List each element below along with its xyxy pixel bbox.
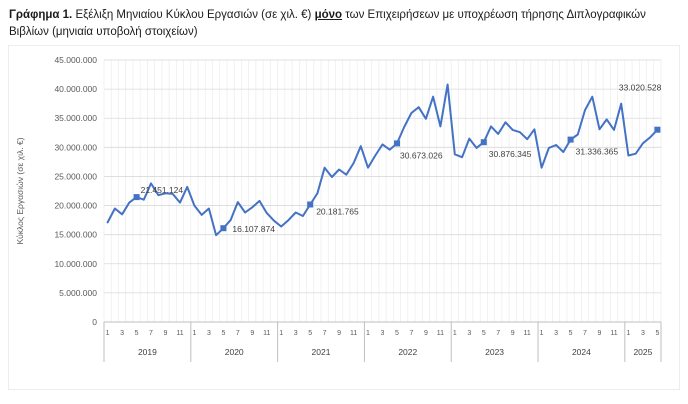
data-label: 30.673.026 (400, 150, 443, 160)
year-label: 2024 (572, 347, 591, 357)
month-tick-label: 1 (540, 330, 544, 337)
month-tick-label: 3 (467, 330, 471, 337)
y-tick-label: 30.000.000 (54, 142, 97, 152)
data-label: 30.876.345 (489, 149, 532, 159)
may-point-marker (480, 138, 487, 145)
month-tick-label: 1 (106, 330, 110, 337)
turnover-line (106, 83, 659, 236)
y-tick-label: 25.000.000 (54, 171, 97, 181)
month-tick-label: 11 (263, 330, 270, 337)
may-point-marker (654, 126, 661, 133)
month-tick-label: 11 (524, 330, 531, 337)
chart-title: Γράφημα 1. Εξέλιξη Μηνιαίου Κύκλου Εργασ… (0, 0, 687, 42)
month-tick-label: 3 (207, 330, 211, 337)
month-tick-label: 7 (496, 330, 500, 337)
chart-title-text-2: των Επιχειρήσεων με υποχρέωση τήρησης Δι… (9, 9, 646, 39)
data-label: 21.451.124 (141, 185, 184, 195)
month-tick-label: 11 (437, 330, 444, 337)
year-label: 2019 (138, 347, 157, 357)
y-tick-label: 5.000.000 (59, 287, 97, 297)
year-label: 2021 (312, 347, 331, 357)
month-tick-label: 7 (323, 330, 327, 337)
chart-title-prefix: Γράφημα 1. (9, 9, 73, 21)
may-point-marker (394, 139, 400, 146)
data-label: 20.181.765 (316, 206, 359, 216)
month-tick-label: 1 (279, 330, 283, 337)
chart-title-text-1: Εξέλιξη Μηνιαίου Κύκλου Εργασιών (σε χιλ… (72, 9, 315, 21)
month-tick-label: 5 (308, 330, 312, 337)
turnover-chart-svg: 0 5.000.000 10.000.000 15.000.000 20.000.000… (15, 55, 662, 362)
month-tick-label: 5 (395, 330, 399, 337)
chart-title-underlined-word: μόνο (314, 9, 343, 21)
y-tick-label: 0 (92, 317, 97, 327)
month-tick-label: 11 (176, 330, 183, 337)
month-tick-label: 11 (350, 330, 357, 337)
month-tick-label: 9 (511, 330, 515, 337)
month-tick-label: 5 (482, 330, 486, 337)
y-tick-label: 10.000.000 (54, 258, 97, 268)
month-tick-label: 7 (149, 330, 153, 337)
month-tick-label: 3 (381, 330, 385, 337)
month-tick-label: 7 (409, 330, 413, 337)
y-tick-label: 35.000.000 (54, 113, 97, 123)
month-tick-label: 3 (294, 330, 298, 337)
month-tick-label: 9 (250, 330, 254, 337)
month-tick-label: 5 (135, 330, 139, 337)
month-tick-label: 9 (337, 330, 341, 337)
month-tick-label: 9 (164, 330, 168, 337)
year-label: 2023 (485, 347, 504, 357)
data-label: 31.336.365 (576, 146, 619, 156)
y-axis-title: Κύκλος Εργασιών (σε χιλ. €) (15, 137, 25, 244)
y-tick-label: 20.000.000 (54, 200, 97, 210)
month-tick-label: 7 (236, 330, 240, 337)
may-point-marker (567, 136, 574, 143)
month-tick-label: 3 (641, 330, 645, 337)
y-tick-label: 45.000.000 (54, 55, 97, 65)
page: Γράφημα 1. Εξέλιξη Μηνιαίου Κύκλου Εργασ… (0, 0, 687, 390)
y-tick-label: 15.000.000 (54, 229, 97, 239)
month-tick-label: 1 (192, 330, 196, 337)
year-label: 2025 (633, 347, 652, 357)
month-tick-label: 1 (366, 330, 370, 337)
year-label: 2022 (398, 347, 417, 357)
may-point-marker (133, 193, 140, 200)
month-tick-label: 3 (120, 330, 124, 337)
month-tick-label: 1 (453, 330, 457, 337)
year-label: 2020 (225, 347, 244, 357)
month-tick-label: 1 (626, 330, 630, 337)
may-point-marker (220, 224, 227, 231)
data-label: 16.107.874 (232, 224, 275, 234)
month-tick-label: 5 (221, 330, 225, 337)
chart-frame: 0 5.000.000 10.000.000 15.000.000 20.000.000… (8, 44, 680, 390)
y-tick-label: 40.000.000 (54, 84, 97, 94)
month-tick-label: 5 (655, 330, 659, 337)
may-point-marker (307, 201, 314, 207)
data-label: 33.020.528 (619, 82, 662, 92)
month-tick-label: 9 (424, 330, 428, 337)
month-tick-label: 11 (610, 330, 617, 337)
month-tick-label: 7 (583, 330, 587, 337)
month-tick-label: 9 (598, 330, 602, 337)
month-tick-label: 5 (569, 330, 573, 337)
month-tick-label: 3 (554, 330, 558, 337)
